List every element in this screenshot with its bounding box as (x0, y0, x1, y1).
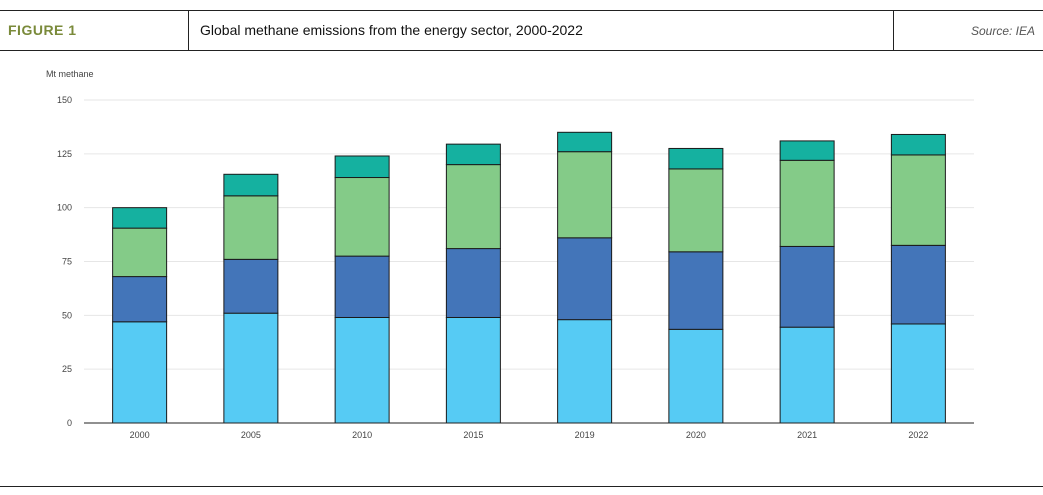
bars (112, 131, 946, 424)
bar-segment (557, 319, 613, 424)
y-tick-label: 50 (62, 310, 72, 320)
bar-segment (445, 164, 501, 250)
y-axis-ticks: 0 25 50 75 100 125 150 (57, 95, 72, 428)
figure-source: Source: IEA (970, 24, 1035, 38)
x-tick-label: 2015 (463, 430, 483, 440)
bar-segment (223, 195, 279, 260)
bar-segment (779, 159, 835, 247)
bar-segment (112, 227, 168, 278)
header-top-rule (0, 10, 1043, 11)
bar-segment (557, 151, 613, 239)
bar-segment (779, 140, 835, 161)
bar-segment (890, 133, 946, 156)
bar-segment (223, 258, 279, 314)
x-tick-label: 2010 (352, 430, 372, 440)
x-tick-label: 2000 (130, 430, 150, 440)
y-tick-label: 125 (57, 149, 72, 159)
y-tick-label: 75 (62, 257, 72, 267)
bar-segment (890, 154, 946, 246)
bar-segment (890, 244, 946, 325)
bar-segment (112, 321, 168, 424)
y-axis-unit-label: Mt methane (46, 69, 94, 79)
bar-segment (223, 312, 279, 424)
bar-segment (890, 323, 946, 424)
x-tick-label: 2021 (797, 430, 817, 440)
bar-segment (779, 245, 835, 328)
bar-segment (334, 255, 390, 318)
bar-segment (557, 237, 613, 321)
bar-segment (334, 316, 390, 424)
figure-label: FIGURE 1 (8, 22, 77, 38)
y-tick-label: 100 (57, 203, 72, 213)
stacked-bar-chart: Mt methane 0 25 50 75 100 125 150 2000 2005 2010… (46, 69, 974, 440)
bar-segment (445, 248, 501, 318)
x-axis-ticks: 2000 2005 2010 2015 2019 2020 2021 2022 (130, 430, 929, 440)
bar-segment (445, 316, 501, 424)
y-tick-label: 25 (62, 364, 72, 374)
bar-segment (112, 276, 168, 323)
header-bottom-rule (0, 50, 1043, 51)
x-tick-label: 2005 (241, 430, 261, 440)
bar-segment (557, 131, 613, 153)
bar-segment (668, 251, 724, 330)
figure-title: Global methane emissions from the energy… (200, 22, 583, 38)
bar-segment (668, 147, 724, 170)
x-tick-label: 2020 (686, 430, 706, 440)
bar-segment (223, 173, 279, 197)
x-tick-label: 2019 (575, 430, 595, 440)
y-tick-label: 0 (67, 418, 72, 428)
bar-segment (779, 326, 835, 424)
bar-segment (334, 155, 390, 179)
bar-segment (668, 168, 724, 253)
bar-segment (668, 328, 724, 424)
bar-segment (112, 207, 168, 229)
bar-segment (334, 177, 390, 257)
header-divider (188, 10, 189, 50)
grid-lines (84, 99, 974, 370)
y-tick-label: 150 (57, 95, 72, 105)
x-tick-label: 2022 (908, 430, 928, 440)
header-divider (893, 10, 894, 50)
footer-rule (0, 486, 1043, 487)
bar-segment (445, 143, 501, 166)
